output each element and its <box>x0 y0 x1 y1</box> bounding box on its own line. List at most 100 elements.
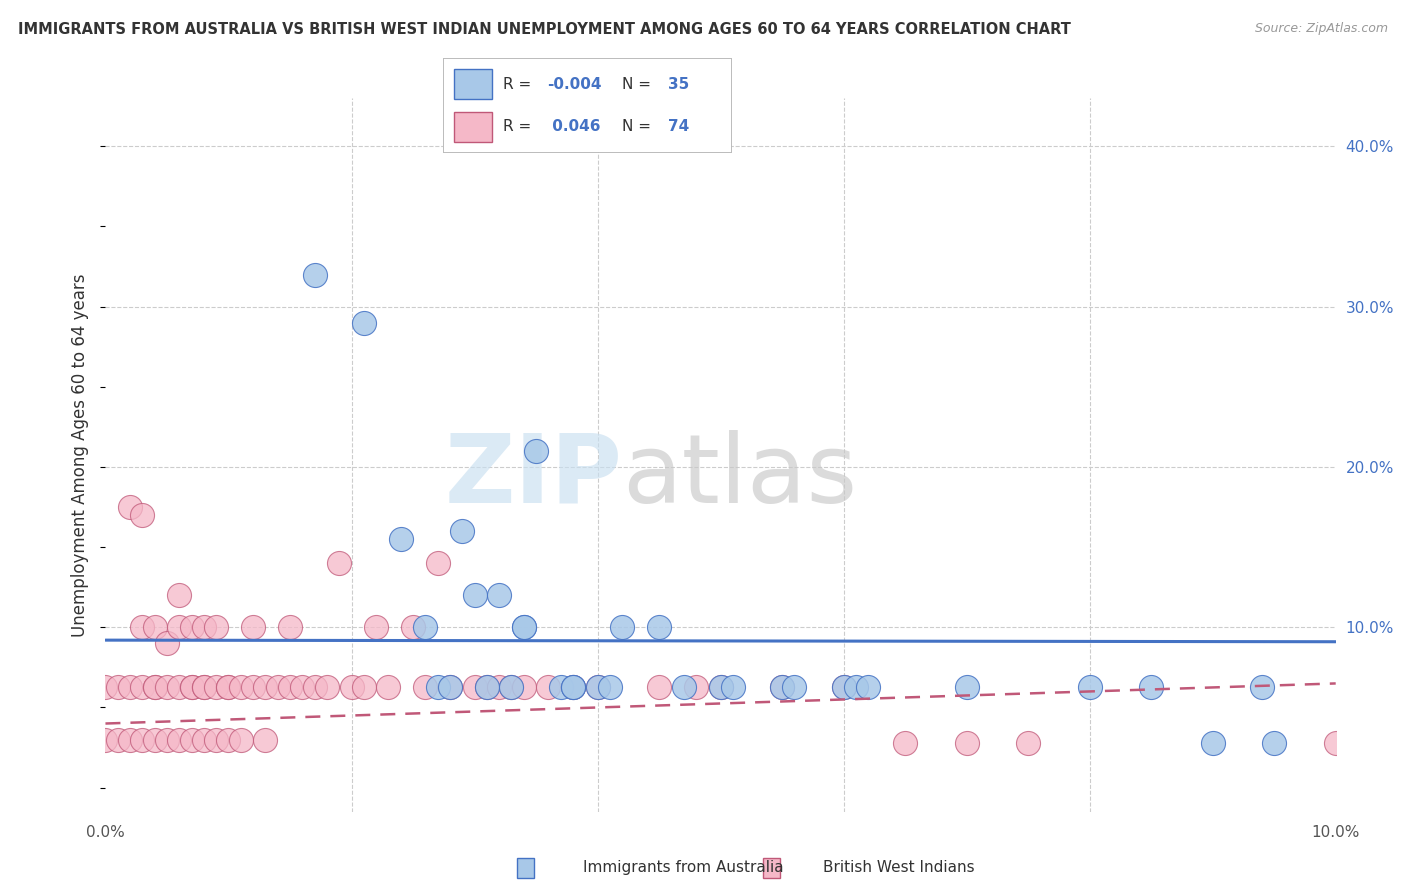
Point <box>1263 736 1285 750</box>
Point <box>131 620 153 634</box>
Point <box>143 680 166 694</box>
Point <box>180 680 202 694</box>
Point <box>451 524 474 538</box>
Point <box>475 680 498 694</box>
Text: R =: R = <box>503 119 537 134</box>
Point <box>513 680 536 694</box>
Point <box>229 680 252 694</box>
Point <box>180 732 202 747</box>
Text: British West Indians: British West Indians <box>823 860 974 874</box>
Point <box>1324 736 1347 750</box>
Point <box>304 680 326 694</box>
Point <box>205 680 228 694</box>
Text: Source: ZipAtlas.com: Source: ZipAtlas.com <box>1254 22 1388 36</box>
Point <box>956 680 979 694</box>
Point <box>1017 736 1039 750</box>
Text: N =: N = <box>621 119 655 134</box>
Text: N =: N = <box>621 77 655 92</box>
Point <box>1078 680 1101 694</box>
Point <box>894 736 917 750</box>
Point <box>218 680 240 694</box>
Point <box>169 588 191 602</box>
Y-axis label: Unemployment Among Ages 60 to 64 years: Unemployment Among Ages 60 to 64 years <box>72 273 90 637</box>
Bar <box>454 70 492 99</box>
Point <box>315 680 337 694</box>
Point <box>475 680 498 694</box>
Point <box>612 620 634 634</box>
Point <box>328 556 350 570</box>
Point <box>832 680 855 694</box>
Point <box>242 620 264 634</box>
Point <box>254 732 277 747</box>
Point <box>537 680 560 694</box>
Point <box>131 680 153 694</box>
Point <box>156 732 179 747</box>
Point <box>956 736 979 750</box>
Text: ZIP: ZIP <box>444 430 621 523</box>
Point <box>858 680 880 694</box>
Point <box>229 732 252 747</box>
Point <box>710 680 733 694</box>
Point <box>783 680 806 694</box>
Point <box>278 620 301 634</box>
Text: 74: 74 <box>668 119 689 134</box>
Point <box>267 680 290 694</box>
Bar <box>454 112 492 142</box>
Point <box>180 680 202 694</box>
Point <box>426 680 449 694</box>
Point <box>169 732 191 747</box>
Text: R =: R = <box>503 77 537 92</box>
Text: 0.046: 0.046 <box>547 119 600 134</box>
Text: IMMIGRANTS FROM AUSTRALIA VS BRITISH WEST INDIAN UNEMPLOYMENT AMONG AGES 60 TO 6: IMMIGRANTS FROM AUSTRALIA VS BRITISH WES… <box>18 22 1071 37</box>
Point <box>242 680 264 694</box>
Point <box>513 620 536 634</box>
Point <box>193 680 215 694</box>
Point <box>464 588 486 602</box>
Point <box>193 680 215 694</box>
Text: 0.0%: 0.0% <box>86 824 125 839</box>
Point <box>131 508 153 522</box>
Point <box>586 680 609 694</box>
Point <box>377 680 399 694</box>
Point <box>550 680 572 694</box>
Point <box>205 620 228 634</box>
Point <box>562 680 585 694</box>
Point <box>1201 736 1223 750</box>
Point <box>169 620 191 634</box>
Point <box>218 732 240 747</box>
Text: 10.0%: 10.0% <box>1312 824 1360 839</box>
Point <box>721 680 744 694</box>
Point <box>562 680 585 694</box>
Point <box>340 680 363 694</box>
Point <box>685 680 707 694</box>
Text: atlas: atlas <box>621 430 858 523</box>
Point <box>488 680 510 694</box>
Point <box>353 316 375 330</box>
Text: Immigrants from Australia: Immigrants from Australia <box>583 860 785 874</box>
Point <box>180 620 202 634</box>
Point <box>107 732 129 747</box>
Point <box>254 680 277 694</box>
Point <box>193 620 215 634</box>
Point <box>599 680 621 694</box>
Point <box>415 680 437 694</box>
Point <box>648 680 671 694</box>
Point <box>120 500 141 514</box>
Point <box>1251 680 1274 694</box>
Point <box>513 620 536 634</box>
Point <box>107 680 129 694</box>
Point <box>156 680 179 694</box>
Point <box>832 680 855 694</box>
Point <box>501 680 523 694</box>
Point <box>464 680 486 694</box>
Point <box>143 732 166 747</box>
Point <box>278 680 301 694</box>
Text: -0.004: -0.004 <box>547 77 602 92</box>
Point <box>353 680 375 694</box>
Point <box>1140 680 1163 694</box>
Point <box>845 680 868 694</box>
Point <box>291 680 314 694</box>
Point <box>218 680 240 694</box>
Point <box>304 268 326 282</box>
Point <box>120 680 141 694</box>
